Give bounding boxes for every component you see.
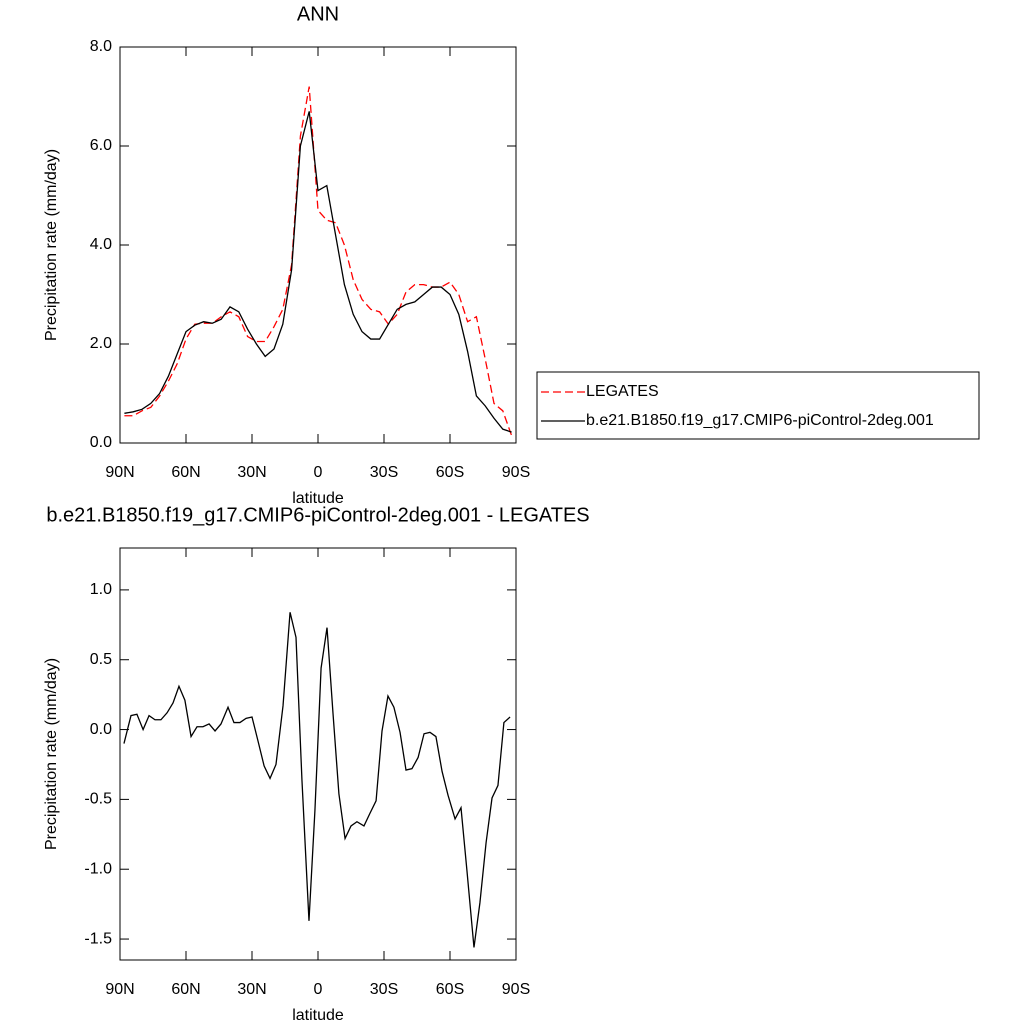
legend-box <box>536 371 980 440</box>
y-axis-label: Precipitation rate (mm/day) <box>43 149 60 341</box>
x-tick-label: 30N <box>237 981 266 998</box>
legend-label: LEGATES <box>586 383 659 400</box>
data-line <box>124 86 513 436</box>
y-tick-label: 0.0 <box>90 721 112 738</box>
y-tick-label: -1.0 <box>84 860 112 877</box>
y-tick-label: 1.0 <box>90 581 112 598</box>
data-line <box>123 612 511 948</box>
x-tick-label: 30N <box>237 464 266 481</box>
y-tick-label: -1.5 <box>84 930 112 947</box>
x-axis-label: latitude <box>292 1007 344 1024</box>
y-tick-label: 0.5 <box>90 651 112 668</box>
y-tick-label: 8.0 <box>90 38 112 55</box>
x-tick-label: 90S <box>502 464 530 481</box>
x-tick-label: 30S <box>370 981 398 998</box>
x-tick-label: 60S <box>436 464 464 481</box>
x-tick-label: 90S <box>502 981 530 998</box>
y-axis-label: Precipitation rate (mm/day) <box>43 658 60 850</box>
legend-label: b.e21.B1850.f19_g17.CMIP6-piControl-2deg… <box>586 412 934 429</box>
y-tick-label: 2.0 <box>90 335 112 352</box>
chart-title: ANN <box>297 3 339 25</box>
x-tick-label: 90N <box>105 464 134 481</box>
x-tick-label: 0 <box>314 981 323 998</box>
x-tick-label: 60S <box>436 981 464 998</box>
plot-frame <box>119 46 517 444</box>
y-tick-label: 0.0 <box>90 434 112 451</box>
x-tick-label: 60N <box>171 464 200 481</box>
y-tick-label: 4.0 <box>90 236 112 253</box>
x-tick-label: 30S <box>370 464 398 481</box>
x-tick-label: 0 <box>314 464 323 481</box>
x-tick-label: 60N <box>171 981 200 998</box>
x-axis-label: latitude <box>292 490 344 507</box>
y-tick-label: -0.5 <box>84 791 112 808</box>
x-tick-label: 90N <box>105 981 134 998</box>
chart-title: b.e21.B1850.f19_g17.CMIP6-piControl-2deg… <box>46 504 589 526</box>
y-tick-label: 6.0 <box>90 137 112 154</box>
data-line <box>124 111 512 433</box>
